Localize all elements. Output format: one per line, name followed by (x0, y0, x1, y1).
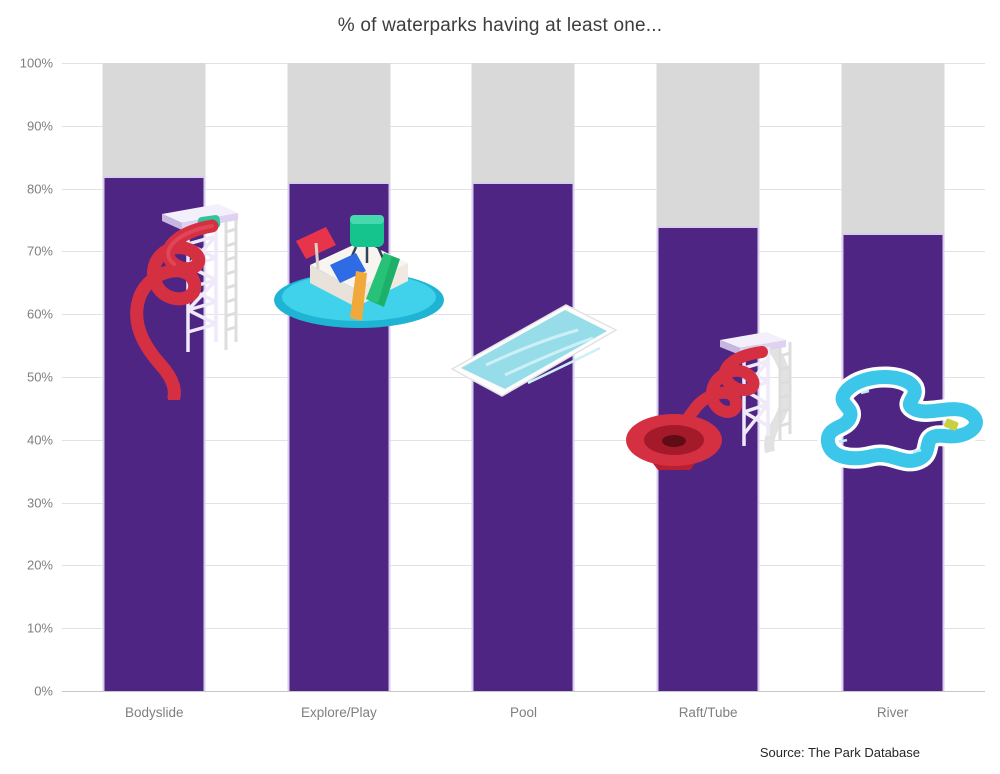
y-tick-label: 40% (26, 432, 53, 448)
y-tick-label: 0% (34, 683, 53, 699)
bar-fill-segment (102, 176, 206, 691)
bar-fill-segment (471, 182, 575, 691)
y-tick-label: 20% (26, 557, 53, 573)
bar-remainder-segment (102, 63, 206, 177)
bar-remainder-segment (841, 63, 945, 233)
bar-bodyslide: Bodyslide (62, 63, 247, 720)
bar-series: Bodyslide (62, 63, 987, 720)
bar-pool: Pool (431, 63, 618, 720)
x-axis-label: Explore/Play (300, 705, 377, 720)
bar-river: River (800, 63, 987, 720)
bar-remainder-segment (287, 63, 391, 183)
chart-title: % of waterparks having at least one... (337, 15, 663, 36)
bar-explore-play: Explore/Play (247, 63, 444, 720)
y-tick-label: 80% (26, 181, 53, 197)
y-tick-label: 50% (26, 369, 53, 385)
bar-remainder-segment (656, 63, 760, 227)
gridline (62, 691, 985, 692)
bar-column (841, 63, 945, 691)
bar-remainder-segment (471, 63, 575, 183)
y-tick-label: 60% (26, 306, 53, 322)
bar-column (287, 63, 391, 691)
bar-column (471, 63, 575, 691)
bar-fill-segment (287, 182, 391, 691)
y-axis-labels: 0% 10% 20% 30% 40% 50% 60% 70% 80% 90% 100% (20, 56, 985, 699)
plot-area: 0% 10% 20% 30% 40% 50% 60% 70% 80% 90% 100% (20, 56, 987, 720)
y-tick-label: 100% (19, 55, 53, 71)
y-tick-label: 70% (26, 243, 53, 259)
y-tick-label: 10% (26, 620, 53, 636)
x-axis-label: Bodyslide (125, 705, 184, 720)
bar-raft-tube: Raft/Tube (616, 63, 801, 720)
y-tick-label: 30% (26, 495, 53, 511)
x-axis-label: River (876, 705, 909, 720)
bar-fill-segment (841, 232, 945, 691)
bar-fill-segment (656, 226, 760, 691)
bar-column (656, 63, 760, 691)
x-axis-label: Raft/Tube (678, 705, 738, 720)
bar-column (102, 63, 206, 691)
source-note: Source: The Park Database (759, 745, 920, 760)
x-axis-label: Pool (509, 705, 537, 720)
y-tick-label: 90% (26, 118, 53, 134)
